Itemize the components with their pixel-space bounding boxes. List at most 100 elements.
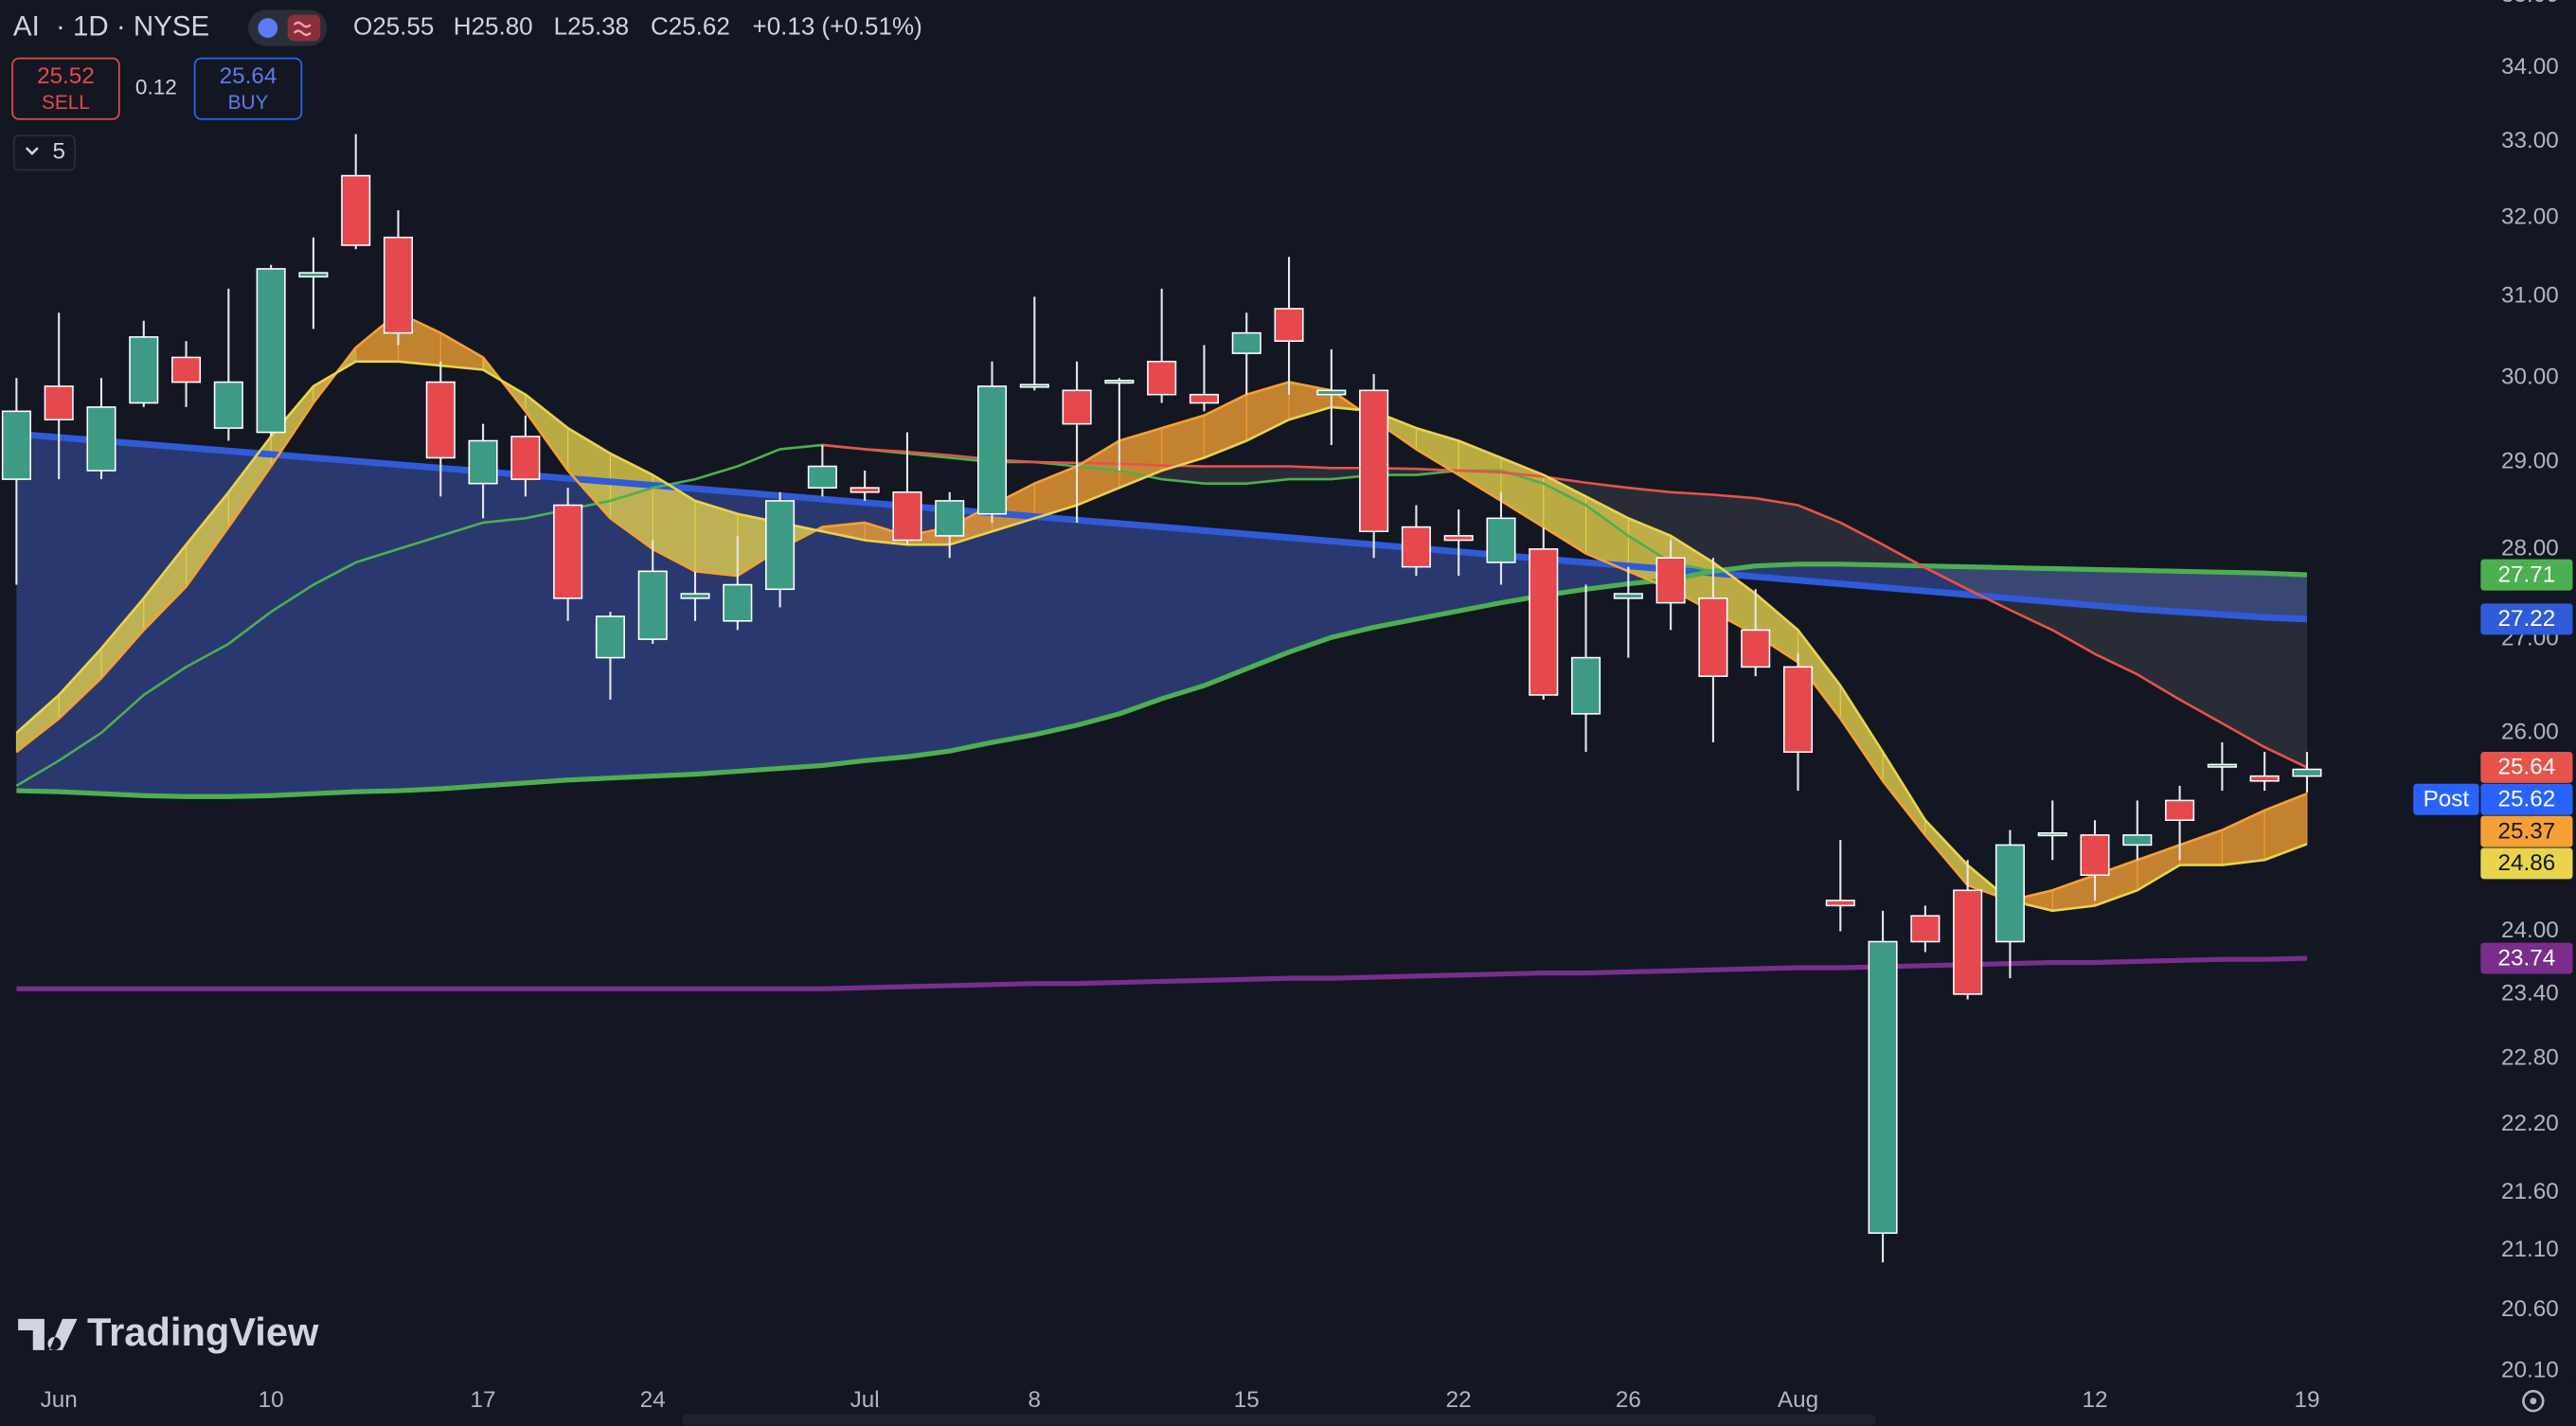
candle-body: [2207, 763, 2237, 768]
price-label: 23.74: [2498, 945, 2556, 971]
candle-body: [1741, 629, 1771, 668]
candle-body: [977, 385, 1008, 515]
candle-body: [1062, 389, 1092, 425]
indicator-line: [822, 443, 2308, 769]
candle-body: [1274, 308, 1304, 342]
axis-layer: 35.00 34.00 33.00 32.00 31.00 30.00 29.00 28.00…: [41, 0, 2573, 1413]
candle-body: [850, 487, 880, 493]
candle-body: [1995, 844, 2025, 943]
interval[interactable]: · 1D · NYSE: [56, 10, 209, 42]
buy-price: 25.64: [220, 63, 277, 89]
settings-icon[interactable]: [2522, 1389, 2545, 1413]
candle-body: [1825, 900, 1855, 907]
candle-body: [1953, 889, 1983, 995]
y-tick-label: 34.00: [2501, 54, 2559, 80]
price-label: 27.22: [2498, 606, 2556, 632]
candle-body: [2292, 768, 2322, 777]
y-tick-label: 28.00: [2501, 535, 2559, 561]
candle-body: [1, 410, 31, 480]
data-icon-waves: [293, 21, 312, 36]
y-tick-label: 22.80: [2501, 1044, 2559, 1070]
scrollbar[interactable]: [681, 1414, 1876, 1426]
candle-body: [1910, 915, 1941, 943]
candle-body: [723, 583, 753, 622]
indicator-line: [16, 955, 2308, 991]
candle-body: [171, 356, 202, 383]
ohlc-open: O25.55: [353, 11, 434, 40]
buy-label: BUY: [228, 92, 269, 114]
x-tick-label: 12: [2083, 1387, 2108, 1413]
x-tick-label: 15: [1234, 1387, 1260, 1413]
indicator-line: [15, 360, 2308, 913]
candle-body: [1231, 331, 1261, 354]
y-tick-label: 35.00: [2501, 0, 2559, 8]
candle-body: [1359, 389, 1389, 533]
candle-body: [1486, 517, 1516, 563]
price-label: 24.86: [2498, 850, 2556, 876]
candle-body: [1613, 593, 1643, 599]
market-icon: [258, 18, 278, 38]
candle-body: [680, 593, 710, 599]
logo-icon: [18, 1318, 78, 1350]
candle-body: [383, 236, 414, 334]
candle-body: [1782, 666, 1814, 753]
y-tick-label: 23.40: [2501, 980, 2559, 1006]
candle-body: [341, 174, 371, 246]
x-tick-label: Jun: [41, 1387, 78, 1413]
y-tick-label: 26.00: [2501, 719, 2559, 744]
price-axis: [2463, 0, 2576, 1381]
y-tick-label: 20.10: [2501, 1357, 2559, 1382]
candle-body: [1104, 380, 1135, 384]
sell-label: SELL: [42, 92, 90, 114]
plot-area: [1, 134, 2322, 1263]
candle-body: [510, 436, 541, 480]
symbol[interactable]: AI: [13, 10, 40, 42]
candle-body: [892, 490, 922, 542]
x-tick-label: Jul: [850, 1387, 880, 1413]
logo-text[interactable]: TradingView: [87, 1310, 319, 1354]
candle-body: [1655, 557, 1686, 604]
candle-body: [213, 381, 243, 429]
y-tick-label: 20.60: [2501, 1296, 2559, 1322]
sell-button[interactable]: [11, 57, 120, 120]
candle-body: [2080, 834, 2110, 876]
trend-cloud: [822, 444, 2307, 768]
candle-body: [298, 272, 329, 278]
post-label-box: [2413, 783, 2479, 815]
price-label: 27.71: [2498, 561, 2556, 587]
y-tick-label: 31.00: [2501, 283, 2559, 309]
candle-body: [595, 615, 625, 659]
price-label-box: [2480, 847, 2573, 880]
x-tick-label: 17: [471, 1387, 496, 1413]
ohlc-low: L25.38: [554, 11, 630, 40]
indicators-count: 5: [53, 139, 66, 165]
ohlc-change: +0.13 (+0.51%): [753, 11, 922, 40]
candle-body: [1529, 548, 1559, 696]
price-label-box: [2480, 559, 2573, 591]
candle-body: [1443, 535, 1474, 542]
candle-body: [1698, 597, 1728, 677]
x-tick-label: 24: [640, 1387, 666, 1413]
candle-body: [2122, 834, 2153, 847]
price-label-box: [2480, 603, 2573, 635]
y-tick-label: 32.00: [2501, 205, 2559, 230]
y-tick-label: 22.20: [2501, 1111, 2559, 1136]
indicator-line: [16, 430, 2308, 623]
y-tick-label: 24.00: [2501, 918, 2559, 943]
candle-body: [2249, 775, 2280, 782]
chevron: [25, 147, 39, 156]
candle-body: [1401, 526, 1431, 568]
buy-button[interactable]: [193, 57, 303, 120]
y-tick-label: 29.00: [2501, 448, 2559, 473]
candle-body: [1189, 393, 1219, 404]
candle-body: [2165, 799, 2195, 821]
y-tick-label: 21.60: [2501, 1179, 2559, 1204]
y-tick-label: 21.10: [2501, 1237, 2559, 1262]
y-tick-label: 33.00: [2501, 128, 2559, 153]
candle-body: [1147, 361, 1177, 396]
indicators-toggle[interactable]: [12, 134, 76, 171]
settings-icon-core: [2530, 1398, 2537, 1405]
candle-body: [44, 385, 74, 420]
